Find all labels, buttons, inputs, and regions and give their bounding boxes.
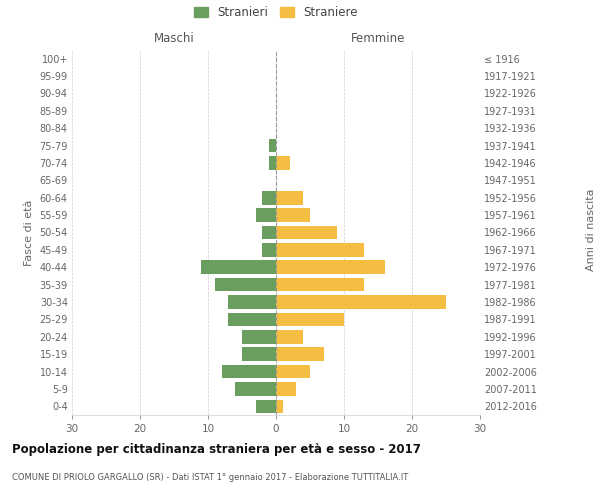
Bar xyxy=(276,365,310,378)
Bar xyxy=(242,330,276,344)
Bar xyxy=(276,243,364,256)
Text: Femmine: Femmine xyxy=(351,32,405,45)
Bar xyxy=(276,191,303,204)
Bar xyxy=(256,208,276,222)
Bar xyxy=(276,208,310,222)
Bar xyxy=(229,312,276,326)
Text: Maschi: Maschi xyxy=(154,32,194,45)
Bar xyxy=(262,191,276,204)
Bar xyxy=(276,260,385,274)
Bar xyxy=(276,312,344,326)
Bar xyxy=(256,400,276,413)
Bar xyxy=(276,226,337,239)
Bar xyxy=(269,139,276,152)
Bar xyxy=(229,295,276,309)
Bar xyxy=(269,156,276,170)
Text: Popolazione per cittadinanza straniera per età e sesso - 2017: Popolazione per cittadinanza straniera p… xyxy=(12,442,421,456)
Text: COMUNE DI PRIOLO GARGALLO (SR) - Dati ISTAT 1° gennaio 2017 - Elaborazione TUTTI: COMUNE DI PRIOLO GARGALLO (SR) - Dati IS… xyxy=(12,472,408,482)
Bar xyxy=(276,278,364,291)
Y-axis label: Fasce di età: Fasce di età xyxy=(24,200,34,266)
Bar xyxy=(235,382,276,396)
Bar xyxy=(276,330,303,344)
Bar xyxy=(242,348,276,361)
Text: Anni di nascita: Anni di nascita xyxy=(586,188,596,271)
Bar xyxy=(262,226,276,239)
Bar xyxy=(276,295,446,309)
Bar xyxy=(276,348,323,361)
Bar xyxy=(276,156,290,170)
Bar xyxy=(276,400,283,413)
Bar xyxy=(201,260,276,274)
Bar xyxy=(276,382,296,396)
Bar xyxy=(262,243,276,256)
Bar xyxy=(221,365,276,378)
Legend: Stranieri, Straniere: Stranieri, Straniere xyxy=(194,6,358,19)
Bar xyxy=(215,278,276,291)
